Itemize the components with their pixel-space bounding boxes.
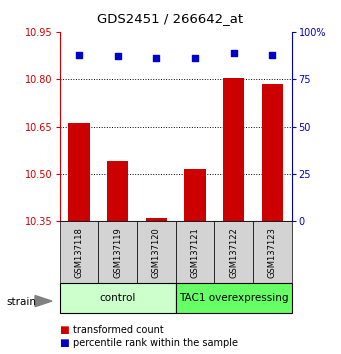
Bar xyxy=(176,221,214,283)
Point xyxy=(115,54,120,59)
Bar xyxy=(107,161,128,221)
Bar xyxy=(137,221,176,283)
Bar xyxy=(176,283,292,313)
Bar xyxy=(60,221,98,283)
Text: ■: ■ xyxy=(60,325,73,335)
Text: strain: strain xyxy=(7,297,37,307)
Bar xyxy=(262,84,283,221)
Text: GSM137122: GSM137122 xyxy=(229,227,238,278)
Bar xyxy=(98,221,137,283)
Point xyxy=(192,56,198,61)
Point xyxy=(76,52,82,57)
Bar xyxy=(223,78,244,221)
Bar xyxy=(184,169,206,221)
Point xyxy=(153,56,159,61)
Text: control: control xyxy=(100,293,136,303)
Point xyxy=(231,50,236,56)
Text: GSM137118: GSM137118 xyxy=(74,227,84,278)
Text: percentile rank within the sample: percentile rank within the sample xyxy=(73,338,238,348)
Bar xyxy=(68,124,90,221)
Polygon shape xyxy=(35,296,52,307)
Text: transformed count: transformed count xyxy=(73,325,164,335)
Bar xyxy=(253,221,292,283)
Text: GSM137123: GSM137123 xyxy=(268,227,277,278)
Text: ■: ■ xyxy=(60,338,73,348)
Text: GDS2451 / 266642_at: GDS2451 / 266642_at xyxy=(98,12,243,25)
Point xyxy=(269,52,275,57)
Text: GSM137119: GSM137119 xyxy=(113,227,122,278)
Bar xyxy=(60,283,176,313)
Text: GSM137121: GSM137121 xyxy=(190,227,199,278)
Text: TAC1 overexpressing: TAC1 overexpressing xyxy=(179,293,288,303)
Bar xyxy=(146,218,167,221)
Bar xyxy=(214,221,253,283)
Text: GSM137120: GSM137120 xyxy=(152,227,161,278)
